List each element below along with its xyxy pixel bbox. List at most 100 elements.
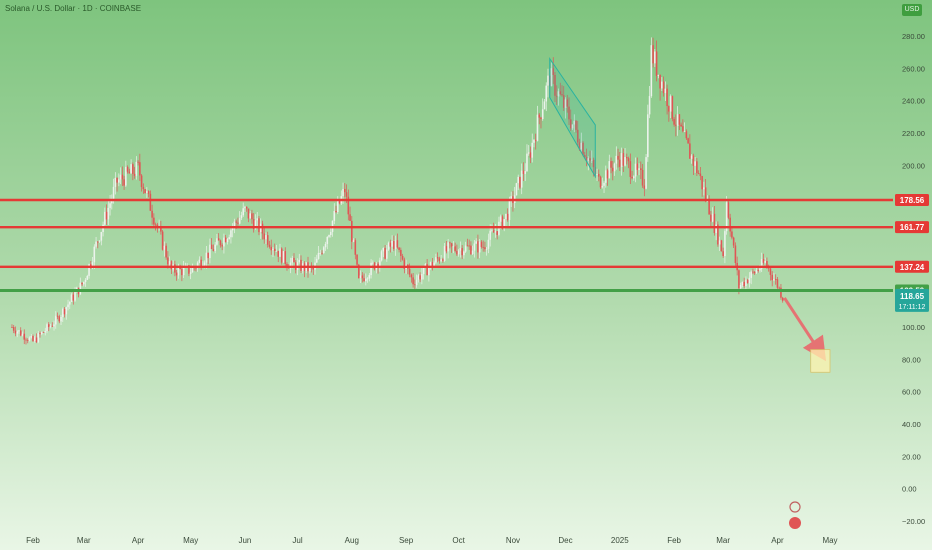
refresh-icon[interactable] — [789, 501, 801, 513]
y-tick-label: 20.00 — [902, 452, 921, 461]
candle-body — [433, 262, 435, 267]
candle-body — [580, 142, 583, 150]
candle-body — [163, 245, 166, 250]
candle-body — [557, 91, 560, 97]
x-tick-label: Sep — [399, 536, 414, 545]
candle-body — [242, 208, 244, 216]
candle-body — [463, 251, 465, 256]
candle-body — [564, 99, 567, 108]
candle-body — [622, 153, 625, 166]
candle-body — [60, 316, 62, 322]
candle-body — [633, 176, 635, 179]
candle-body — [685, 131, 688, 139]
candle-body — [107, 207, 110, 220]
candle-body — [191, 267, 194, 273]
candle-body — [762, 258, 765, 263]
candle-body — [363, 278, 365, 282]
candle-body — [21, 333, 24, 336]
candle-body — [207, 252, 209, 259]
x-tick-label: Oct — [452, 536, 465, 545]
candle-body — [773, 279, 775, 281]
candle-body — [18, 330, 20, 332]
candle-body — [130, 164, 132, 174]
candle-body — [415, 279, 418, 286]
candle-body — [291, 257, 294, 263]
x-tick-label: Apr — [132, 536, 145, 545]
candles-group — [11, 37, 784, 345]
candle-body — [30, 336, 33, 338]
candle-body — [46, 324, 48, 332]
candle-body — [534, 139, 537, 141]
candle-body — [492, 230, 495, 233]
level-label: 137.24 — [900, 263, 925, 272]
candle-body — [487, 239, 490, 249]
x-tick-label: Mar — [77, 536, 91, 545]
candle-body — [506, 213, 509, 220]
candle-body — [93, 246, 96, 263]
candle-body — [501, 216, 504, 229]
candle-body — [175, 272, 178, 276]
candle-body — [203, 262, 206, 266]
candle-body — [326, 236, 329, 244]
candle-body — [527, 152, 530, 154]
candle-body — [720, 240, 723, 252]
candle-body — [464, 245, 467, 252]
candle-body — [601, 185, 604, 188]
candle-body — [125, 166, 127, 186]
candle-body — [81, 282, 83, 285]
candle-body — [750, 271, 752, 278]
candle-body — [547, 75, 549, 86]
candle-body — [315, 258, 318, 263]
candle-body — [65, 307, 68, 315]
candle-body — [578, 142, 581, 150]
candle-body — [634, 163, 637, 177]
candle-body — [496, 231, 498, 235]
candle-body — [682, 126, 684, 132]
candle-body — [95, 241, 97, 247]
candle-body — [72, 294, 75, 301]
candle-body — [561, 94, 563, 96]
candle-body — [778, 287, 781, 289]
candle-body — [217, 238, 220, 241]
candle-body — [692, 155, 695, 166]
candle-body — [210, 244, 213, 249]
candle-body — [235, 221, 237, 223]
candle-body — [647, 114, 649, 158]
candle-body — [198, 259, 201, 263]
candle-body — [408, 268, 411, 275]
candle-body — [468, 245, 470, 247]
candle-body — [196, 262, 199, 268]
candle-body — [221, 245, 223, 247]
candle-body — [531, 142, 534, 158]
candle-body — [438, 258, 441, 262]
candle-body — [643, 185, 646, 189]
candle-body — [538, 114, 541, 118]
candle-body — [410, 274, 413, 278]
candle-body — [606, 170, 609, 179]
candle-body — [664, 88, 667, 94]
candle-body — [238, 218, 241, 224]
event-flag-icon[interactable] — [789, 517, 801, 529]
candle-body — [289, 262, 292, 269]
candle-body — [764, 260, 766, 263]
candle-body — [181, 268, 183, 276]
candle-body — [398, 247, 400, 250]
candle-body — [543, 101, 546, 110]
candle-body — [102, 224, 104, 233]
candle-body — [447, 242, 449, 252]
candle-body — [44, 331, 47, 333]
candle-body — [545, 85, 548, 102]
candle-body — [391, 241, 393, 247]
candle-body — [655, 51, 658, 76]
candle-body — [11, 327, 13, 328]
candle-body — [372, 262, 374, 264]
candle-body — [51, 325, 54, 327]
candle-body — [394, 240, 397, 249]
currency-badge[interactable]: USD — [902, 4, 922, 16]
candle-body — [582, 142, 584, 156]
candle-body — [699, 173, 702, 177]
candle-body — [457, 250, 460, 255]
candle-body — [142, 186, 145, 190]
